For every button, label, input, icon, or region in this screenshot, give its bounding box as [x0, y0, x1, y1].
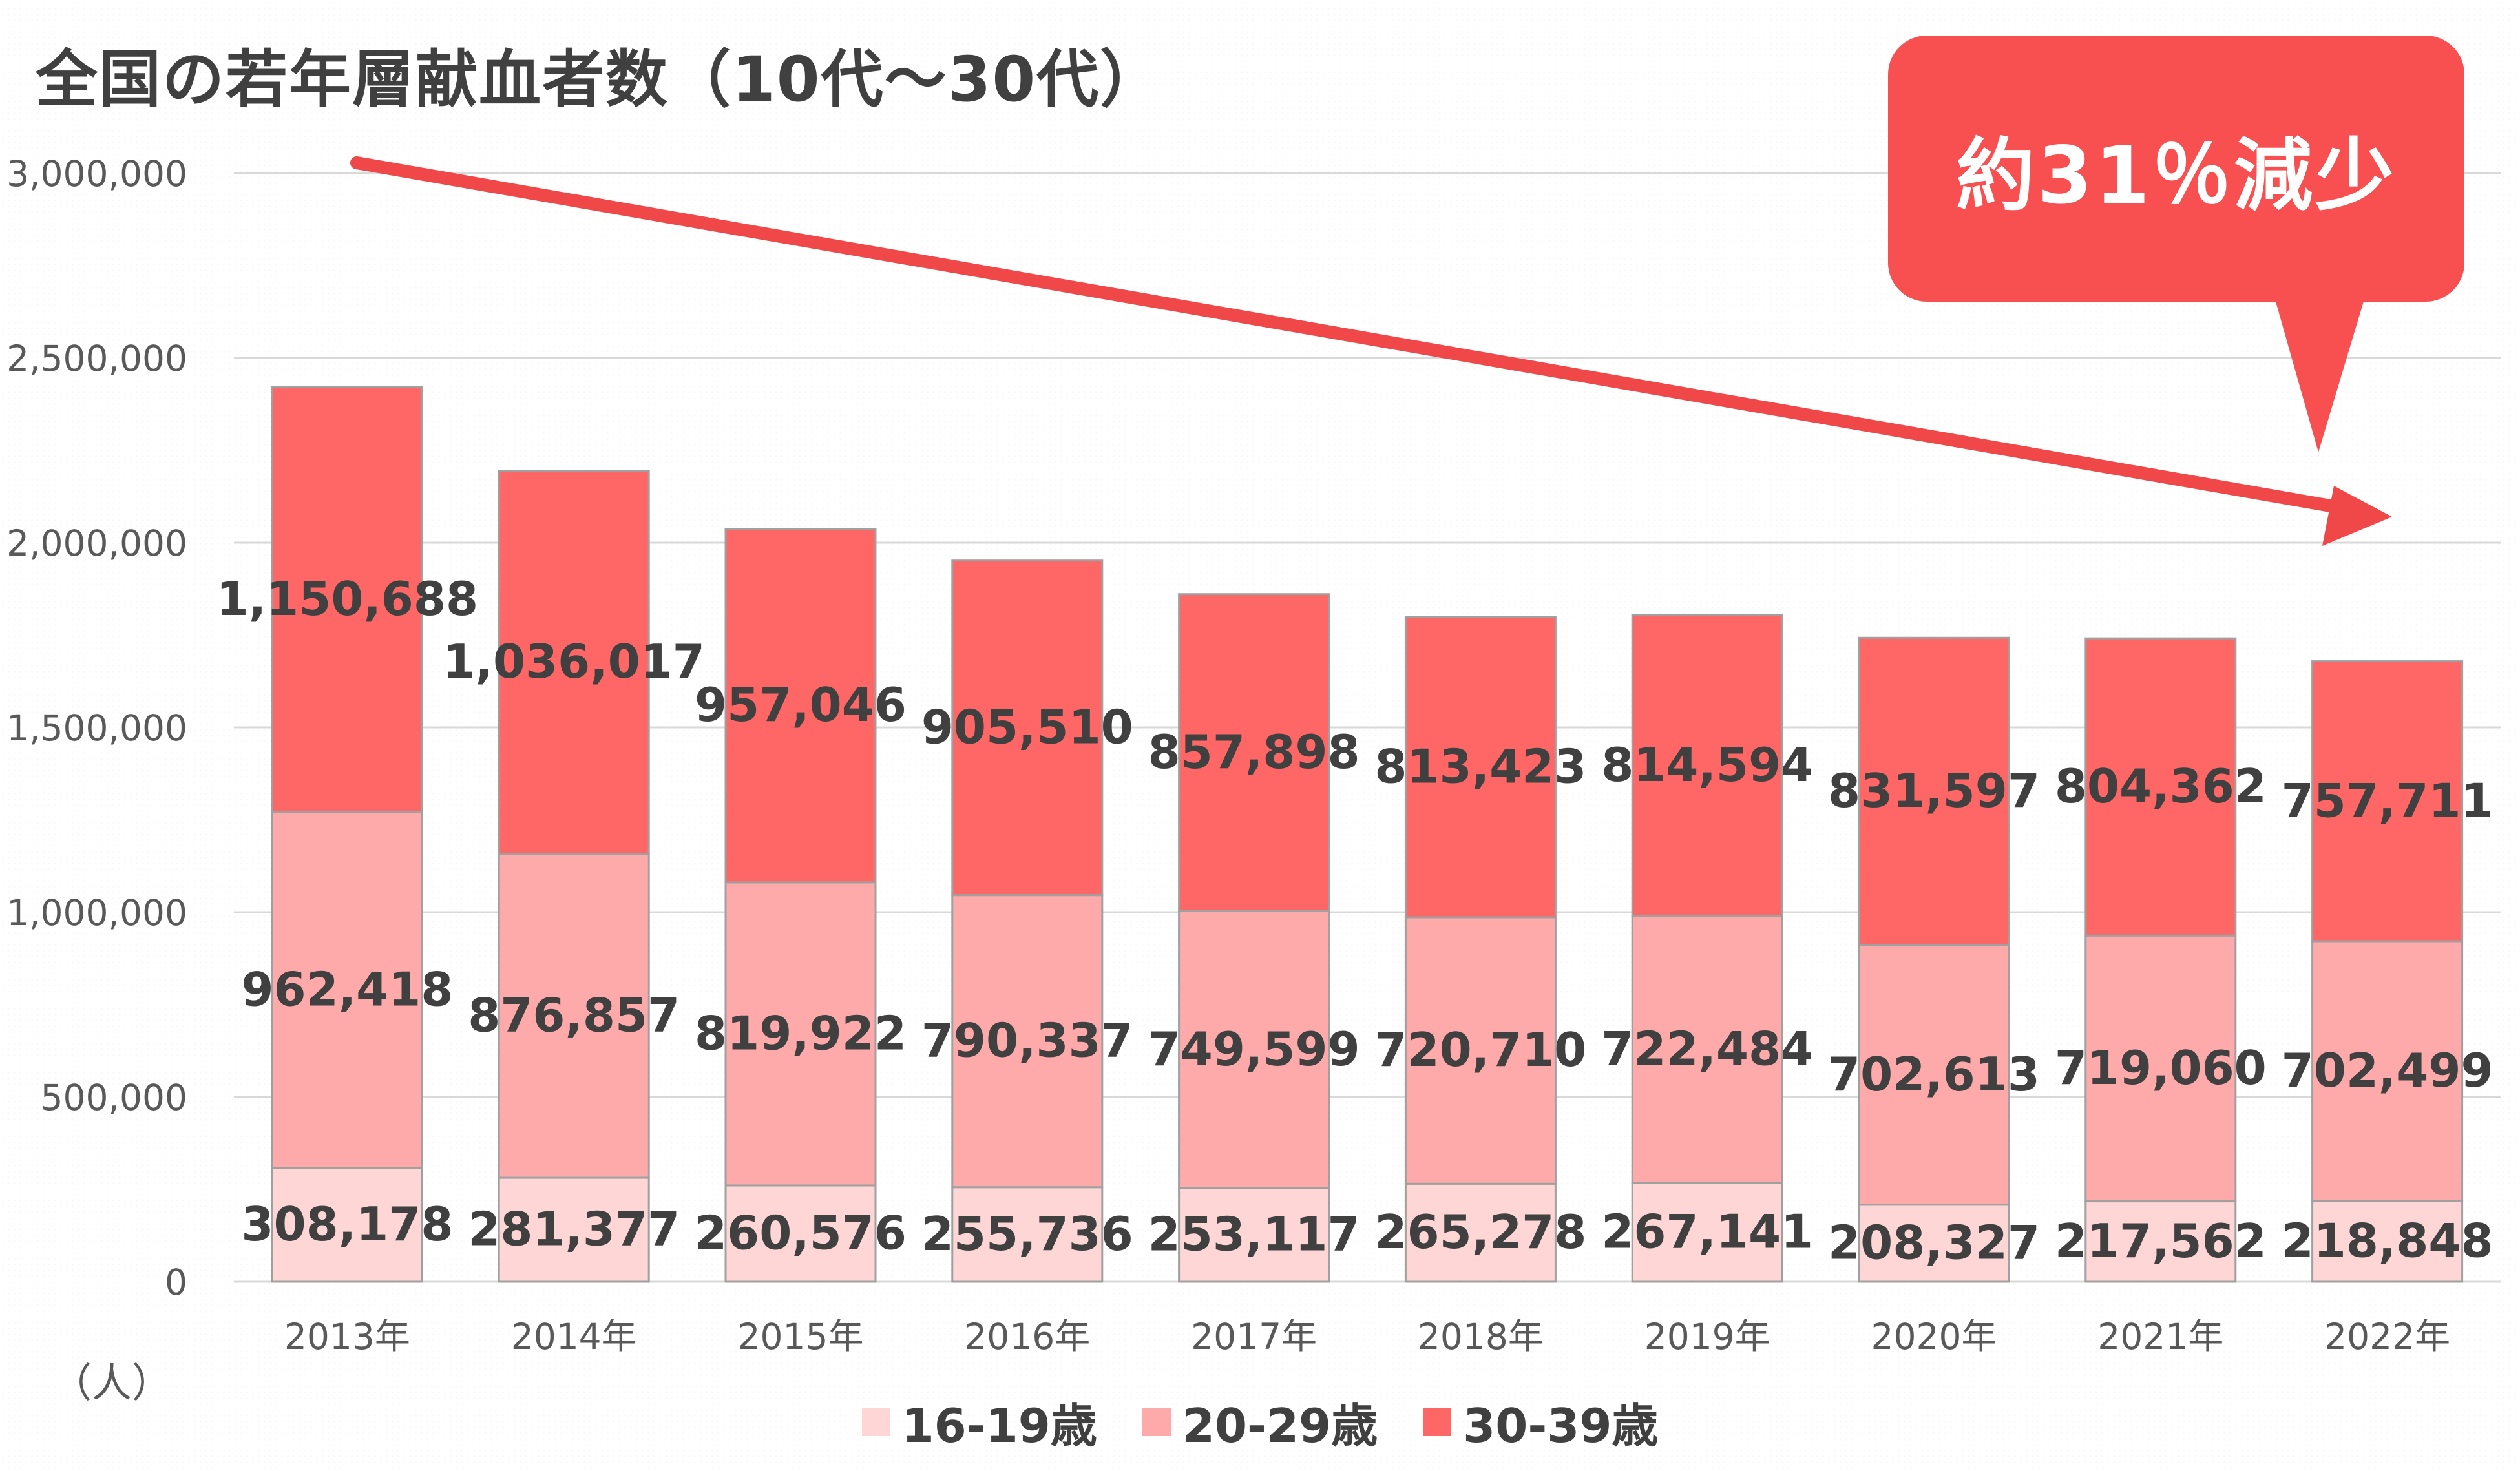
data-label: 876,857 — [468, 988, 680, 1042]
y-tick-label: 2,500,000 — [6, 338, 187, 379]
data-label: 267,141 — [1601, 1205, 1813, 1259]
x-tick-label: 2016年 — [964, 1316, 1090, 1357]
y-tick-label: 2,000,000 — [6, 523, 187, 564]
data-label: 265,278 — [1374, 1205, 1586, 1259]
x-tick-label: 2021年 — [2097, 1316, 2223, 1357]
data-label: 702,499 — [2282, 1043, 2494, 1098]
data-label: 719,060 — [2055, 1041, 2267, 1095]
data-label: 790,337 — [921, 1014, 1133, 1068]
x-tick-label: 2019年 — [1644, 1316, 1770, 1357]
legend-label: 16-19歳 — [902, 1388, 1097, 1455]
callout-text: 約31％減少 — [1956, 112, 2397, 226]
legend: 16-19歳 20-29歳 30-39歳 — [0, 1388, 2520, 1455]
trend-arrow-head — [2322, 486, 2392, 546]
x-tick-label: 2020年 — [1871, 1316, 1997, 1357]
data-label: 218,848 — [2282, 1213, 2494, 1268]
x-tick-label: 2018年 — [1418, 1316, 1544, 1357]
legend-item-30-39: 30-39歳 — [1423, 1388, 1658, 1455]
legend-label: 20-29歳 — [1182, 1388, 1378, 1455]
data-label: 1,150,688 — [216, 572, 478, 626]
legend-swatch — [862, 1408, 890, 1436]
data-label: 255,736 — [921, 1207, 1133, 1261]
x-axis-ticks: 2013年 2014年 2015年 2016年 2017年 2018年 2019年 2020年… — [284, 1316, 2450, 1357]
data-label: 1,036,017 — [443, 634, 705, 689]
decrease-callout: 約31％減少 — [1888, 36, 2464, 302]
bars — [272, 387, 2462, 1282]
legend-label: 30-39歳 — [1463, 1388, 1658, 1455]
legend-swatch — [1142, 1408, 1171, 1436]
y-tick-label: 3,000,000 — [6, 153, 187, 194]
legend-item-16-19: 16-19歳 — [862, 1388, 1097, 1455]
legend-swatch — [1423, 1408, 1451, 1436]
y-tick-label: 1,000,000 — [6, 892, 187, 934]
y-tick-label: 1,500,000 — [6, 707, 187, 749]
data-label: 819,922 — [695, 1006, 907, 1060]
x-tick-label: 2022年 — [2324, 1316, 2450, 1357]
y-tick-label: 500,000 — [41, 1077, 187, 1118]
x-tick-label: 2013年 — [284, 1316, 410, 1357]
x-tick-label: 2017年 — [1191, 1316, 1317, 1357]
x-tick-label: 2014年 — [511, 1316, 637, 1357]
data-label: 722,484 — [1601, 1022, 1813, 1076]
data-label: 281,377 — [468, 1202, 680, 1257]
data-label: 757,711 — [2282, 773, 2494, 828]
data-label: 857,898 — [1148, 725, 1360, 779]
data-label: 260,576 — [695, 1205, 907, 1260]
y-axis-ticks: 0 500,000 1,000,000 1,500,000 2,000,000 2,500… — [6, 153, 187, 1303]
data-label: 804,362 — [2055, 759, 2267, 813]
data-label: 957,046 — [695, 678, 907, 732]
data-label: 814,594 — [1601, 738, 1813, 792]
y-tick-label: 0 — [165, 1262, 187, 1303]
data-label: 253,117 — [1148, 1207, 1360, 1262]
legend-item-20-29: 20-29歳 — [1142, 1388, 1378, 1455]
data-label: 308,178 — [241, 1197, 453, 1251]
data-label: 208,327 — [1828, 1215, 2040, 1269]
data-label: 905,510 — [921, 700, 1133, 755]
data-label: 813,423 — [1374, 739, 1586, 793]
data-label: 962,418 — [241, 962, 453, 1016]
data-label: 749,599 — [1148, 1022, 1360, 1076]
data-label: 720,710 — [1374, 1023, 1586, 1077]
data-label: 831,597 — [1828, 764, 2040, 818]
x-tick-label: 2015年 — [738, 1316, 864, 1357]
data-label: 702,613 — [1828, 1047, 2040, 1101]
data-label: 217,562 — [2055, 1214, 2267, 1268]
